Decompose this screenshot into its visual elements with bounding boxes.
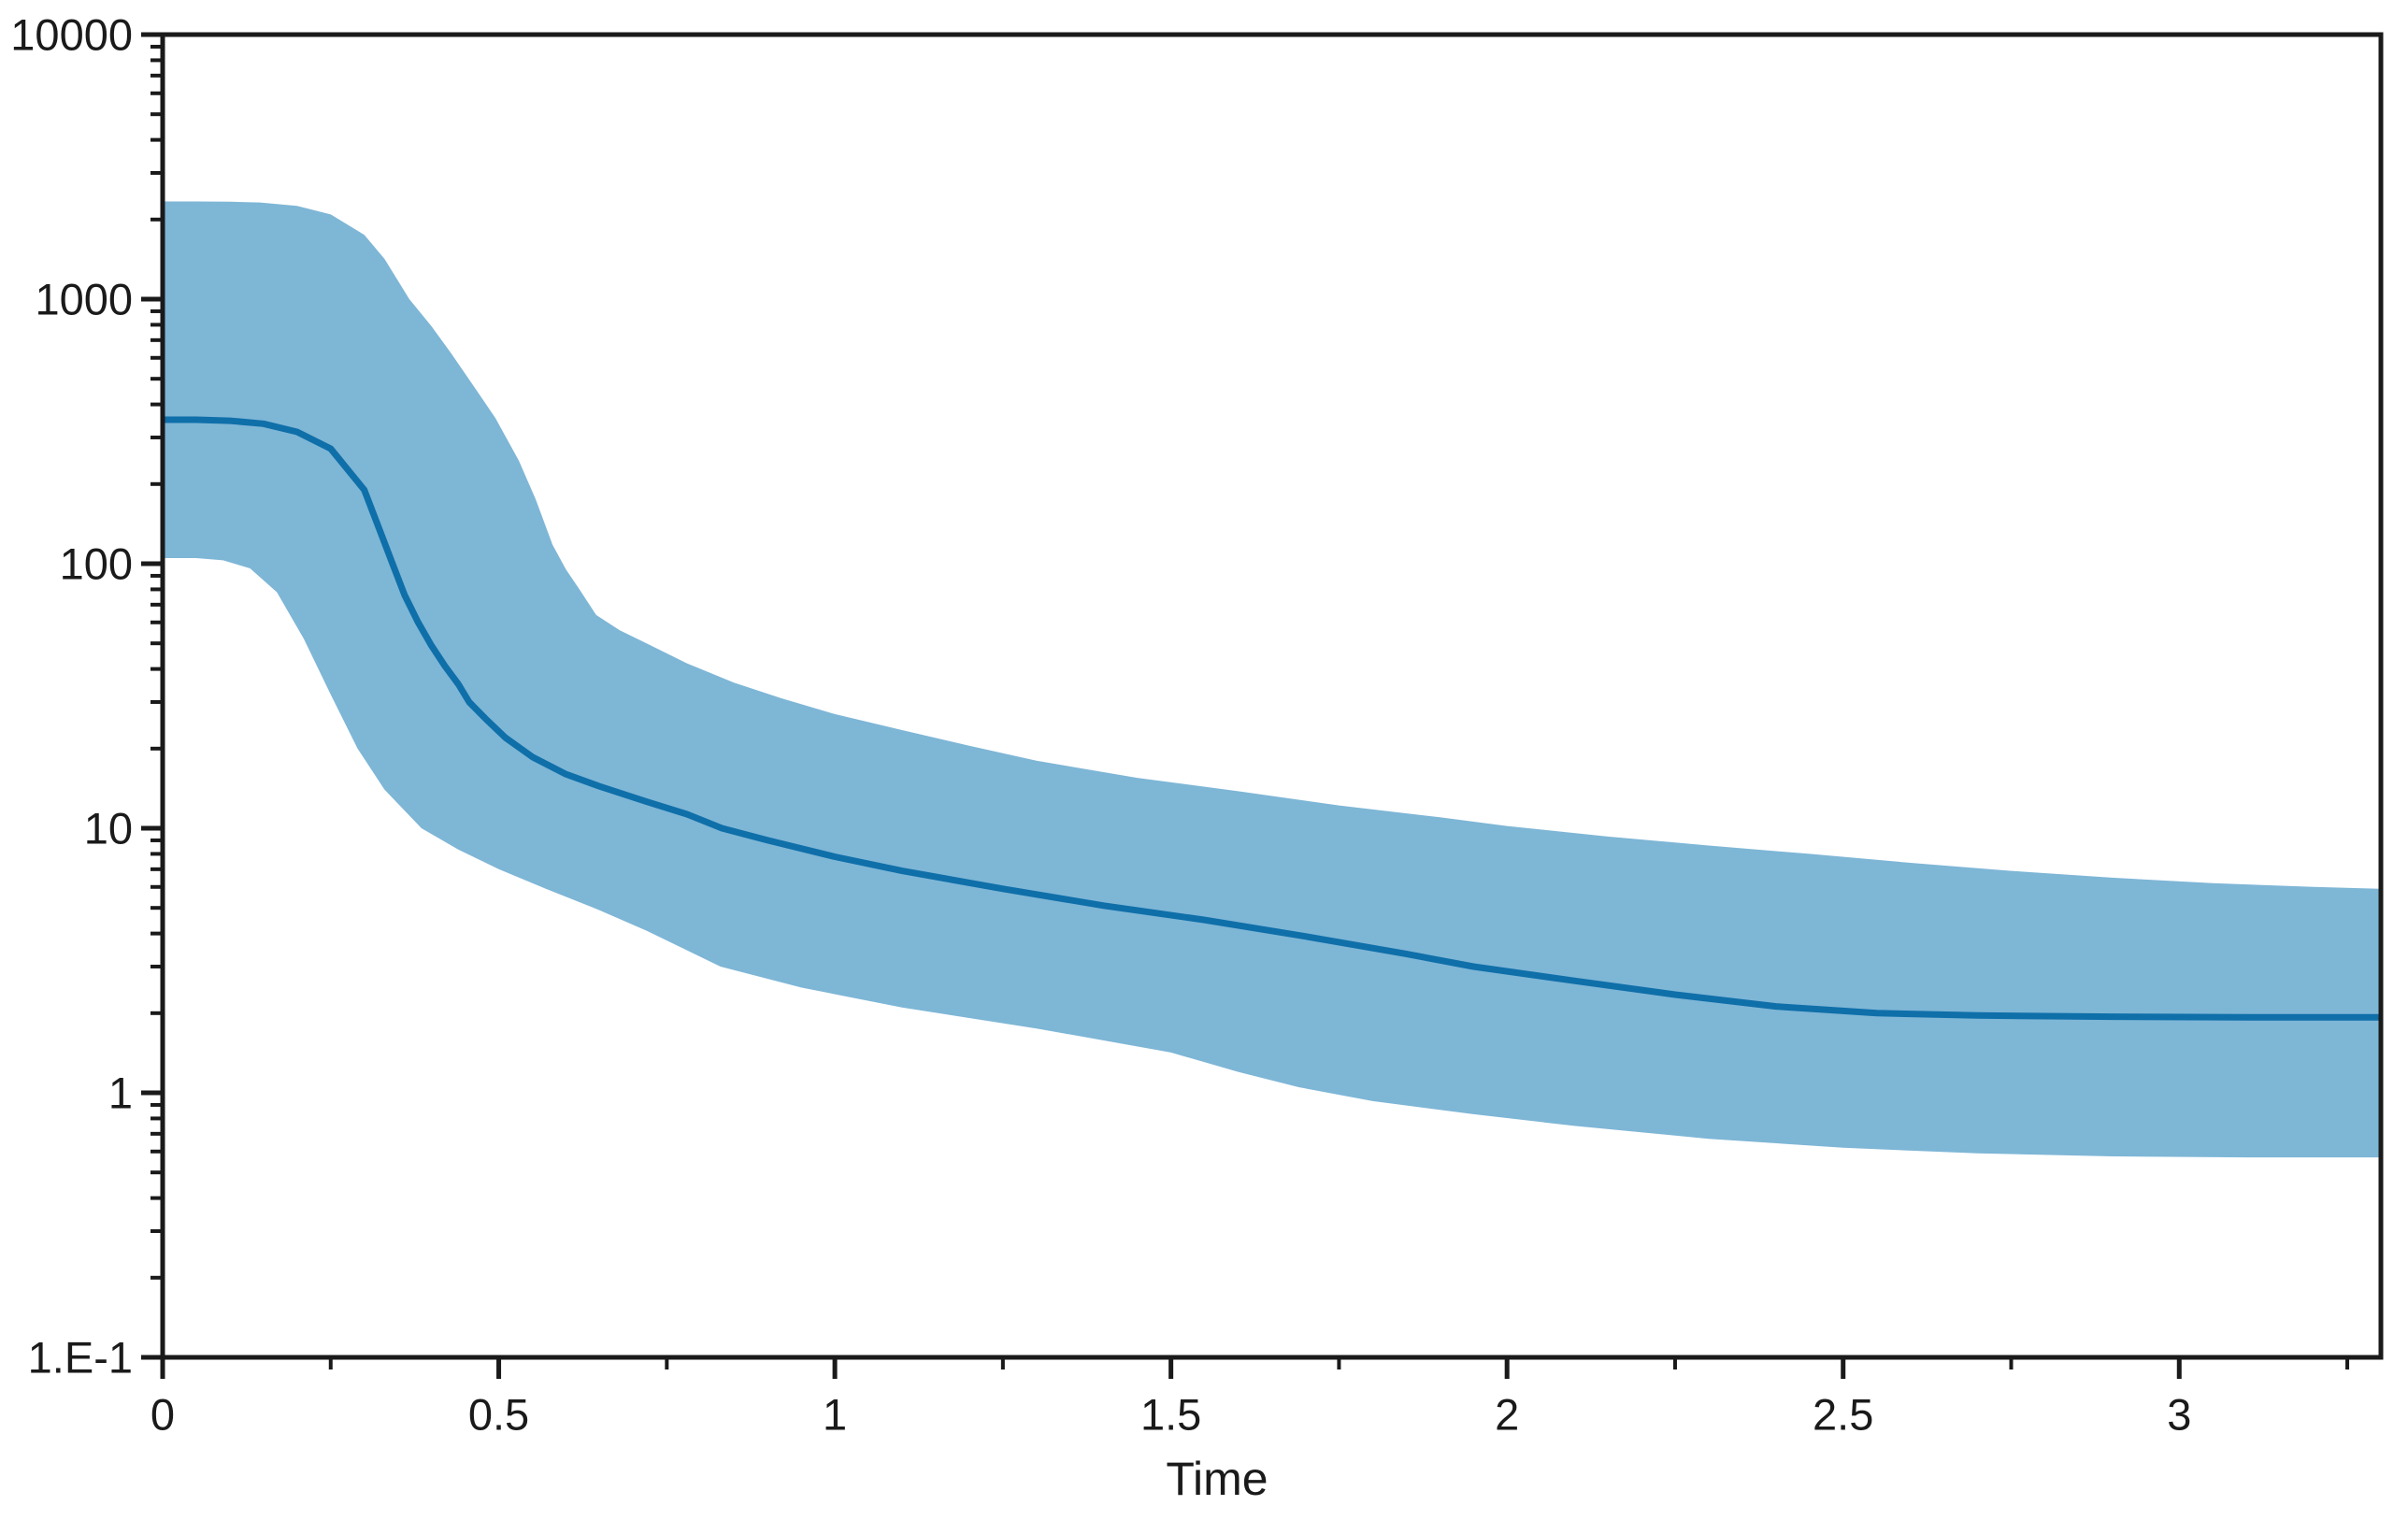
confidence-band	[163, 201, 2381, 1158]
x-tick-label: 1.5	[1140, 1390, 1201, 1440]
median-line-path	[163, 416, 2381, 1021]
x-axis-tick-labels: 0 0.5 1 1.5 2 2.5 3	[150, 1390, 2191, 1440]
x-tick-label: 3	[2167, 1390, 2191, 1440]
x-tick-label: 2.5	[1813, 1390, 1873, 1440]
y-tick-label: 10	[84, 804, 133, 853]
plot-frame-rect	[160, 32, 2384, 1360]
y-tick-label: 1000	[35, 275, 133, 324]
x-axis-title: Time	[1166, 1453, 1268, 1505]
y-tick-label: 1	[108, 1068, 133, 1118]
x-tick-label: 0.5	[468, 1390, 529, 1440]
x-tick-label: 2	[1495, 1390, 1519, 1440]
x-tick-label: 1	[823, 1390, 847, 1440]
y-tick-label: 1.E-1	[28, 1333, 133, 1383]
median-line	[163, 416, 2381, 1021]
plot-frame	[160, 32, 2384, 1360]
x-axis-ticks	[160, 1357, 2350, 1379]
y-tick-label: 10000	[10, 10, 133, 60]
y-axis-tick-labels: 10000 1000 100 10 1 1.E-1	[10, 10, 133, 1383]
confidence-band-area	[163, 201, 2381, 1158]
y-tick-label: 100	[60, 539, 133, 589]
x-tick-label: 0	[150, 1390, 175, 1440]
y-axis-ticks	[141, 32, 163, 1360]
